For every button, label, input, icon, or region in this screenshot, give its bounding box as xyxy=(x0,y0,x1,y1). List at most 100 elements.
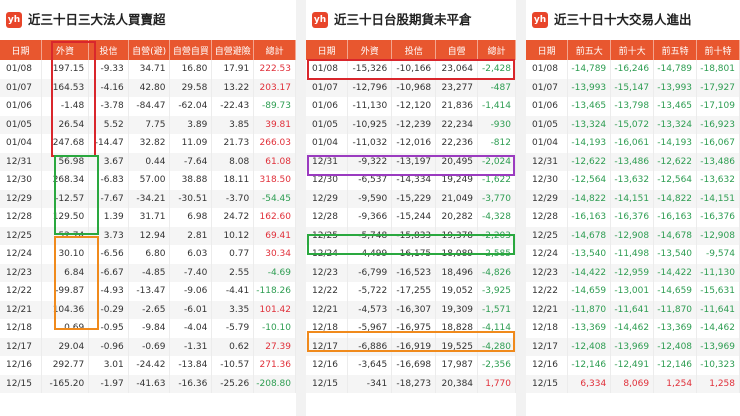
value-cell: 32.82 xyxy=(128,134,171,153)
value-cell: 24.72 xyxy=(211,208,255,227)
value-cell: -812 xyxy=(477,134,516,153)
date-cell: 12/30 xyxy=(0,171,42,190)
value-cell: -16,246 xyxy=(610,60,655,79)
value-cell: -13,969 xyxy=(696,337,740,356)
top-traders-panel: yh 近三十日十大交易人進出 日期 前五大 前十大 前五特 前十特 01/08 -14,7… xyxy=(526,0,740,416)
date-cell: 12/29 xyxy=(306,189,349,208)
value-cell: -11,032 xyxy=(347,134,393,153)
value-cell: -13,369 xyxy=(567,319,612,338)
table-row: 12/15 6,334 8,069 1,254 1,258 xyxy=(526,374,740,393)
date-cell: 12/21 xyxy=(526,300,569,319)
value-cell: 23,064 xyxy=(435,60,479,79)
value-cell: 3.73 xyxy=(88,226,129,245)
date-cell: 12/18 xyxy=(306,319,349,338)
value-cell: 3.89 xyxy=(169,115,213,134)
date-cell: 12/23 xyxy=(526,263,569,282)
value-cell: 0.69 xyxy=(41,319,90,338)
value-cell: -14,193 xyxy=(653,134,698,153)
value-cell: -7.64 xyxy=(169,152,213,171)
value-cell: -9.33 xyxy=(88,60,129,79)
date-cell: 12/31 xyxy=(306,152,349,171)
value-cell: -17,109 xyxy=(696,97,740,116)
date-cell: 01/05 xyxy=(0,115,42,134)
value-cell: -12,908 xyxy=(610,226,655,245)
value-cell: -2,024 xyxy=(477,152,516,171)
value-cell: -12,622 xyxy=(653,152,698,171)
value-cell: -0.69 xyxy=(128,337,171,356)
value-cell: -30.51 xyxy=(169,189,213,208)
table-row: 12/22 -99.87 -4.93 -13.47 -9.06 -4.41 -118.26 xyxy=(0,282,296,301)
table-row: 12/28 -9,366 -15,244 20,282 -4,328 xyxy=(306,208,516,227)
top-traders-table: 日期 前五大 前十大 前五特 前十特 01/08 -14,789 -16,246 -14,78… xyxy=(526,40,740,393)
value-cell: -14,678 xyxy=(653,226,698,245)
table-row: 12/25 -5,748 -15,833 19,378 -2,203 xyxy=(306,226,516,245)
value-cell: -13,993 xyxy=(567,78,612,97)
futures-table: 日期 外資 投信 自營 總計 01/08 -15,326 -10,166 23,064 -2,4… xyxy=(306,40,516,393)
value-cell: -6.67 xyxy=(88,263,129,282)
value-cell: 39.81 xyxy=(253,115,296,134)
value-cell: 69.41 xyxy=(253,226,296,245)
date-cell: 12/25 xyxy=(306,226,349,245)
value-cell: 12.94 xyxy=(128,226,171,245)
date-cell: 01/08 xyxy=(0,60,42,79)
table-row: 01/07 -12,796 -10,968 23,277 -487 xyxy=(306,78,516,97)
table-row: 12/15 -341 -18,273 20,384 1,770 xyxy=(306,374,516,393)
value-cell: -1.48 xyxy=(41,97,90,116)
value-cell: 20,495 xyxy=(435,152,479,171)
value-cell: -341 xyxy=(347,374,393,393)
value-cell: -17,255 xyxy=(391,282,437,301)
value-cell: -10.57 xyxy=(211,356,255,375)
value-cell: -13,632 xyxy=(696,171,740,190)
value-cell: -4,826 xyxy=(477,263,516,282)
value-cell: -16,919 xyxy=(391,337,437,356)
value-cell: 20,282 xyxy=(435,208,479,227)
institutional-investors-panel: yh 近三十日三大法人買賣超 日期 外資 投信 自營(避) 自營自買 自營避險 總計 01/… xyxy=(0,0,296,416)
date-cell: 12/25 xyxy=(0,226,42,245)
table-row: 01/06 -1.48 -3.78 -84.47 -62.04 -22.43 -89.73 xyxy=(0,97,296,116)
value-cell: -208.80 xyxy=(253,374,296,393)
table-row: 12/21 -4,573 -16,307 19,309 -1,571 xyxy=(306,300,516,319)
value-cell: -2,585 xyxy=(477,245,516,264)
value-cell: -62.04 xyxy=(169,97,213,116)
value-cell: -2,356 xyxy=(477,356,516,375)
futures-open-interest-panel: yh 近三十日台股期貨未平倉 日期 外資 投信 自營 總計 01/08 -15,326 -1… xyxy=(306,0,516,416)
value-cell: 7.75 xyxy=(128,115,171,134)
date-cell: 01/06 xyxy=(526,97,569,116)
table-row: 01/07 164.53 -4.16 42.80 29.58 13.22 203.17 xyxy=(0,78,296,97)
value-cell: 17.91 xyxy=(211,60,255,79)
table-row: 12/23 6.84 -6.67 -4.85 -7.40 2.55 -4.69 xyxy=(0,263,296,282)
value-cell: -9,574 xyxy=(696,245,740,264)
value-cell: -13,197 xyxy=(391,152,437,171)
date-cell: 12/21 xyxy=(0,300,42,319)
value-cell: -4.16 xyxy=(88,78,129,97)
value-cell: 8.08 xyxy=(211,152,255,171)
value-cell: 1,258 xyxy=(696,374,740,393)
value-cell: 1,254 xyxy=(653,374,698,393)
table-row: 01/04 -14,193 -16,061 -14,193 -16,067 xyxy=(526,134,740,153)
value-cell: -15,147 xyxy=(610,78,655,97)
value-cell: -15,631 xyxy=(696,282,740,301)
date-cell: 12/28 xyxy=(526,208,569,227)
value-cell: -11,130 xyxy=(696,263,740,282)
table-row: 01/04 -11,032 -12,016 22,236 -812 xyxy=(306,134,516,153)
table-row: 12/24 -4,499 -16,175 18,089 -2,585 xyxy=(306,245,516,264)
table-row: 12/31 56.98 3.67 0.44 -7.64 8.08 61.08 xyxy=(0,152,296,171)
value-cell: -15,244 xyxy=(391,208,437,227)
value-cell: 23,277 xyxy=(435,78,479,97)
table-row: 12/24 30.10 -6.56 6.80 6.03 0.77 30.34 xyxy=(0,245,296,264)
value-cell: 247.68 xyxy=(41,134,90,153)
value-cell: -14,822 xyxy=(653,189,698,208)
value-cell: -6.83 xyxy=(88,171,129,190)
date-cell: 01/05 xyxy=(526,115,569,134)
date-cell: 12/30 xyxy=(306,171,349,190)
value-cell: -16,163 xyxy=(567,208,612,227)
value-cell: -9.06 xyxy=(169,282,213,301)
table-row: 12/18 0.69 -0.95 -9.84 -4.04 -5.79 -10.10 xyxy=(0,319,296,338)
table-row: 12/15 -165.20 -1.97 -41.63 -16.36 -25.26 -208.… xyxy=(0,374,296,393)
value-cell: -11,870 xyxy=(653,300,698,319)
value-cell: -41.63 xyxy=(128,374,171,393)
date-cell: 01/05 xyxy=(306,115,349,134)
panel-header: yh 近三十日台股期貨未平倉 xyxy=(306,0,516,40)
value-cell: -17,927 xyxy=(696,78,740,97)
value-cell: -14,659 xyxy=(653,282,698,301)
